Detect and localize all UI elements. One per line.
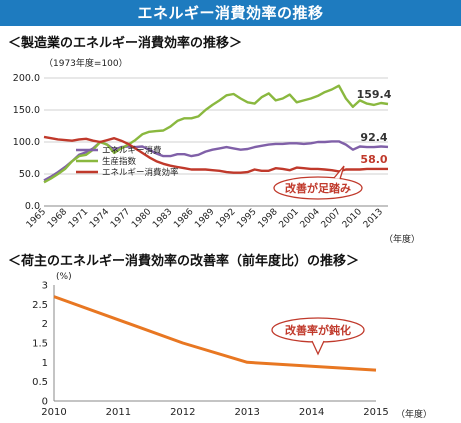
chart2-x-tick: 2013 bbox=[234, 407, 259, 418]
chart1-x-tick: 2001 bbox=[278, 207, 301, 230]
chart1-callout: 改善が足踏み bbox=[273, 165, 363, 200]
chart1-series-line bbox=[43, 84, 389, 184]
chart1-title: ＜製造業のエネルギー消費効率の推移＞ bbox=[8, 36, 243, 51]
chart2-y-tick-labels: 0 0.5 1 1.5 2 2.5 3 bbox=[32, 281, 48, 408]
chart1-data-label: 58.0 bbox=[360, 153, 387, 166]
page-banner: エネルギー消費効率の推移 bbox=[0, 0, 461, 26]
chart1-x-tick: 1986 bbox=[172, 207, 195, 230]
chart1-legend-label: エネルギー消費 bbox=[102, 145, 162, 156]
chart1-x-tick-labels: 1965196819711974197719801983198619891992… bbox=[25, 207, 385, 230]
chart1-x-tick: 1971 bbox=[67, 207, 90, 230]
chart2-y-tick: 0.5 bbox=[32, 377, 48, 388]
chart2-y-tick: 1 bbox=[42, 358, 48, 369]
chart2-unit-label: (%) bbox=[56, 272, 72, 282]
chart2-x-tick: 2012 bbox=[170, 407, 195, 418]
svg-text:改善が足踏み: 改善が足踏み bbox=[285, 181, 351, 195]
chart1-data-label: 92.4 bbox=[360, 131, 387, 144]
chart2-x-tick: 2010 bbox=[41, 407, 66, 418]
chart2-annotations: 改善率が鈍化 bbox=[271, 317, 365, 356]
chart2-y-tick: 2.5 bbox=[32, 300, 48, 311]
chart1-x-tick: 1983 bbox=[151, 207, 174, 230]
chart1-y-tick: 50.0 bbox=[19, 169, 40, 180]
chart1-x-tick: 1992 bbox=[214, 207, 237, 230]
chart1-series-lines bbox=[43, 84, 389, 184]
chart1-series-line bbox=[43, 135, 388, 174]
chart1-x-tick: 1989 bbox=[193, 207, 216, 230]
chart1-y-tick: 0.0 bbox=[25, 201, 40, 212]
chart2-y-tick: 2 bbox=[42, 319, 48, 330]
manufacturing-efficiency-chart: （1973年度=100） 0.0 50.0 100.0 150.0 200.0 1965… bbox=[13, 57, 420, 245]
chart1-x-tick: 1977 bbox=[109, 207, 132, 230]
chart1-x-tick: 1974 bbox=[88, 207, 111, 230]
chart2-callout: 改善率が鈍化 bbox=[271, 317, 365, 356]
chart2-y-tick: 0 bbox=[42, 397, 48, 408]
chart2-axes bbox=[53, 285, 376, 402]
chart2-y-tick: 1.5 bbox=[32, 339, 48, 350]
chart1-x-tick: 2013 bbox=[362, 207, 385, 230]
shipper-improvement-rate-chart: (%) 00.511.522.53 2010 2011 2012 2013 2014 20… bbox=[32, 272, 432, 420]
chart1-y-tick: 150.0 bbox=[13, 105, 40, 116]
chart2-y-tick: 3 bbox=[42, 281, 48, 292]
chart1-x-tick: 2004 bbox=[299, 207, 322, 230]
chart1-x-tick: 2010 bbox=[341, 207, 364, 230]
chart2-x-tick: 2015 bbox=[363, 407, 388, 418]
chart2-x-axis-label: （年度） bbox=[396, 408, 432, 420]
chart1-y-tick-labels: 0.0 50.0 100.0 150.0 200.0 bbox=[13, 73, 40, 212]
chart1-y-tick: 100.0 bbox=[13, 137, 40, 148]
chart1-x-axis-label: （年度） bbox=[384, 233, 420, 245]
chart1-legend-label: 生産指数 bbox=[102, 156, 137, 167]
chart2-title: ＜荷主のエネルギー消費効率の改善率（前年度比）の推移＞ bbox=[8, 254, 360, 269]
chart2-x-tick: 2011 bbox=[106, 407, 131, 418]
chart1-x-tick: 1968 bbox=[46, 207, 69, 230]
chart1-x-tick: 2007 bbox=[320, 207, 343, 230]
chart1-index-note: （1973年度=100） bbox=[44, 57, 128, 69]
chart1-y-tick: 200.0 bbox=[13, 73, 40, 84]
chart2-x-tick-labels: 2010 2011 2012 2013 2014 2015 bbox=[41, 407, 388, 418]
chart2-series-line bbox=[53, 295, 377, 372]
chart2-series-lines bbox=[53, 295, 377, 372]
svg-text:改善率が鈍化: 改善率が鈍化 bbox=[285, 323, 351, 337]
chart2-x-tick: 2014 bbox=[299, 407, 324, 418]
chart1-x-tick: 1998 bbox=[257, 207, 280, 230]
chart1-x-tick: 1980 bbox=[130, 207, 153, 230]
chart1-annotations: 159.4 92.4 58.0 改善が足踏み bbox=[273, 88, 392, 200]
chart1-data-label: 159.4 bbox=[357, 88, 392, 101]
chart1-x-tick: 1995 bbox=[235, 207, 258, 230]
chart1-legend-label: エネルギー消費効率 bbox=[102, 167, 179, 178]
